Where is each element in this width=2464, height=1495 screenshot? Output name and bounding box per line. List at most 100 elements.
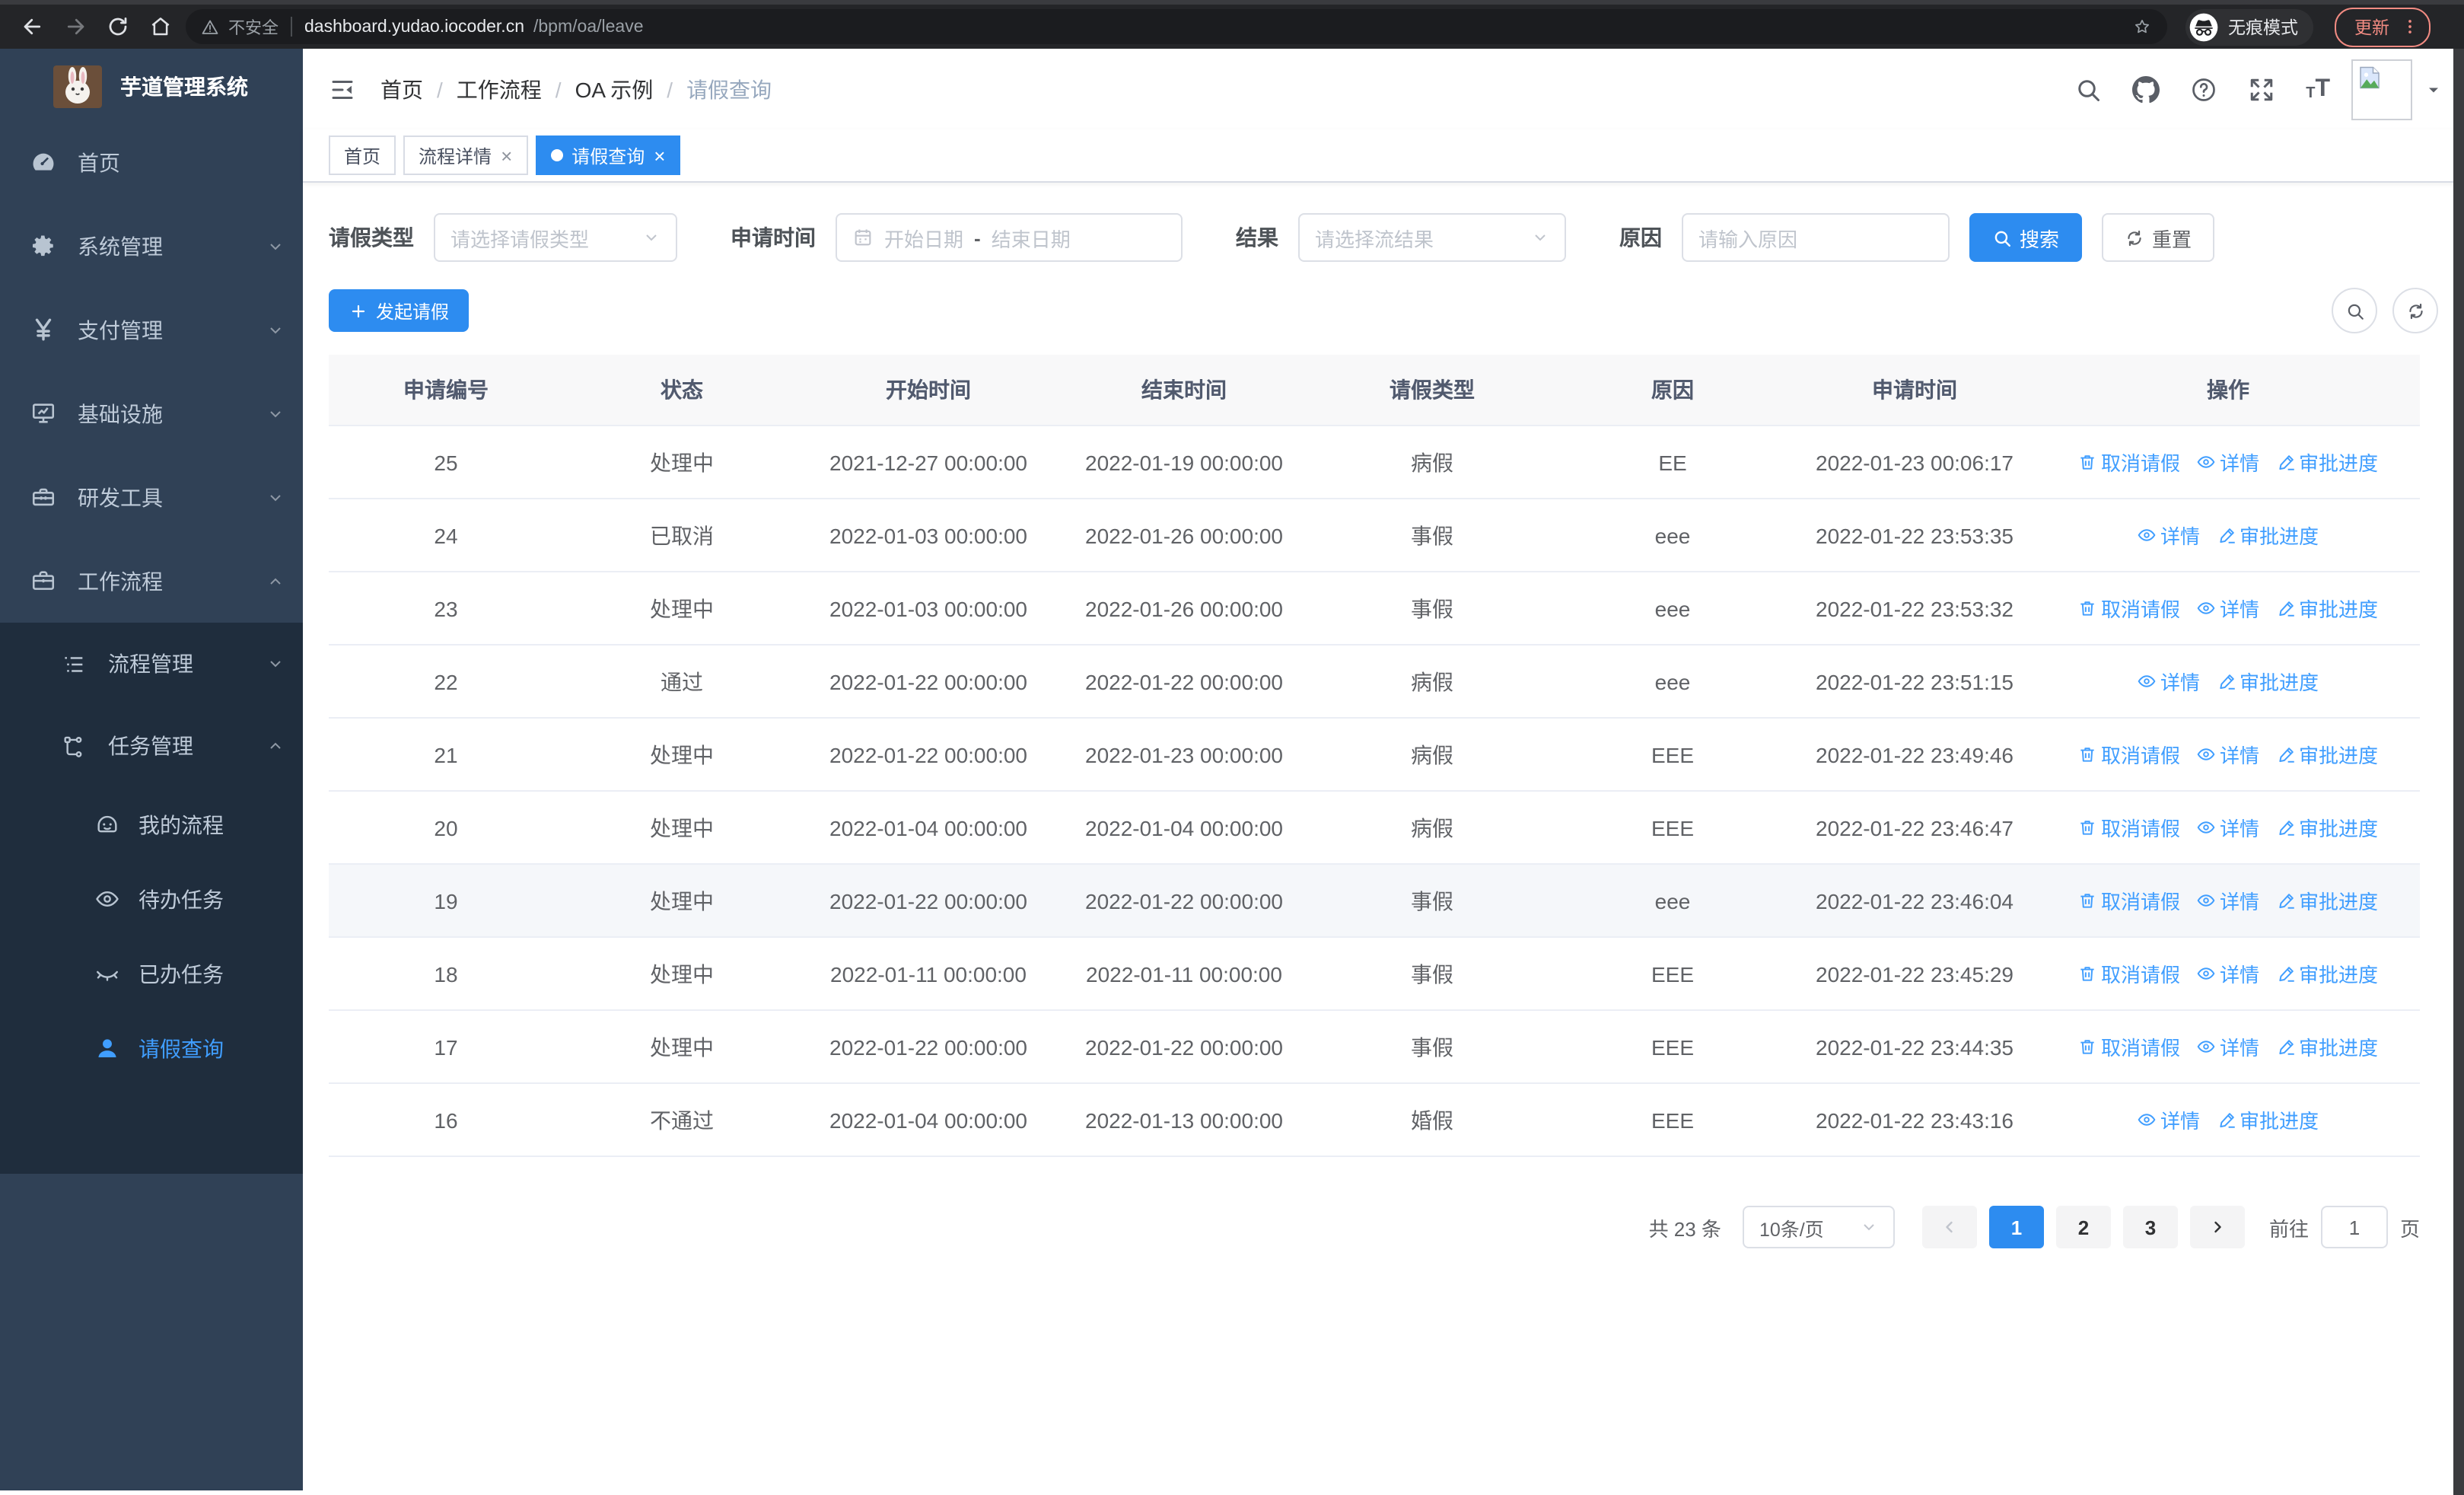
prev-page-button[interactable] (1921, 1206, 1977, 1248)
detail-link[interactable]: 详情 (2197, 886, 2259, 915)
page-size-select[interactable]: 10条/页 (1742, 1206, 1895, 1248)
next-page-button[interactable] (2189, 1206, 2245, 1248)
caret-down-icon[interactable] (2424, 80, 2443, 98)
table-search-toggle-button[interactable] (2332, 288, 2377, 333)
back-icon[interactable] (15, 10, 49, 43)
table-refresh-button[interactable] (2392, 288, 2438, 333)
cancel-leave-link[interactable]: 取消请假 (2078, 448, 2180, 477)
update-button[interactable]: 更新 (2335, 7, 2431, 46)
detail-link[interactable]: 详情 (2197, 1032, 2259, 1061)
detail-link[interactable]: 详情 (2138, 521, 2200, 550)
reset-button[interactable]: 重置 (2102, 213, 2215, 262)
browser-menu-icon[interactable] (2400, 17, 2420, 37)
sidebar-item-my-process[interactable]: 我的流程 (0, 787, 303, 862)
result-select[interactable]: 请选择流结果 (1298, 213, 1566, 262)
approval-progress-link[interactable]: 审批进度 (2276, 886, 2378, 915)
page-button-3[interactable]: 3 (2122, 1206, 2178, 1248)
detail-eye-icon (2197, 744, 2217, 764)
breadcrumb-item[interactable]: OA 示例 (575, 77, 654, 101)
update-label: 更新 (2354, 19, 2389, 37)
approval-progress-link[interactable]: 审批进度 (2217, 521, 2319, 550)
create-leave-button[interactable]: 发起请假 (329, 289, 470, 332)
detail-link[interactable]: 详情 (2197, 959, 2259, 988)
breadcrumb-item[interactable]: 首页 (380, 77, 423, 101)
cell-id: 17 (329, 1010, 563, 1084)
breadcrumb-item[interactable]: 工作流程 (456, 77, 542, 101)
approval-progress-link[interactable]: 审批进度 (2276, 959, 2378, 988)
cancel-leave-link[interactable]: 取消请假 (2078, 740, 2180, 769)
approval-progress-link[interactable]: 审批进度 (2276, 594, 2378, 623)
approval-progress-link[interactable]: 审批进度 (2276, 813, 2378, 842)
leave-type-select[interactable]: 请选择请假类型 (434, 213, 677, 262)
monitor-icon (30, 400, 56, 426)
sidebar-item-leave-query[interactable]: 请假查询 (0, 1011, 303, 1085)
cancel-leave-link[interactable]: 取消请假 (2078, 1032, 2180, 1061)
forward-icon[interactable] (58, 10, 91, 43)
sidebar-item-task-mgmt[interactable]: 任务管理 (0, 705, 303, 787)
sidebar-item-workflow[interactable]: 工作流程 (0, 539, 303, 623)
approval-progress-link[interactable]: 审批进度 (2217, 1105, 2319, 1134)
sidebar-item-label: 流程管理 (108, 652, 193, 676)
approval-progress-link[interactable]: 审批进度 (2276, 1032, 2378, 1061)
sidebar-item-system[interactable]: 系统管理 (0, 204, 303, 288)
cancel-leave-link[interactable]: 取消请假 (2078, 813, 2180, 842)
detail-link[interactable]: 详情 (2197, 594, 2259, 623)
tab-home[interactable]: 首页 (329, 135, 396, 175)
detail-link[interactable]: 详情 (2197, 448, 2259, 477)
reload-icon[interactable] (100, 10, 134, 43)
sidebar-item-infra[interactable]: 基础设施 (0, 371, 303, 455)
bookmark-star-icon[interactable] (2132, 17, 2152, 37)
page-button-2[interactable]: 2 (2055, 1206, 2111, 1248)
approval-progress-link[interactable]: 审批进度 (2276, 448, 2378, 477)
reason-input[interactable]: 请输入原因 (1682, 213, 1950, 262)
sidebar-item-done-tasks[interactable]: 已办任务 (0, 936, 303, 1011)
address-bar[interactable]: 不安全 dashboard.yudao.iocoder.cn/bpm/oa/le… (186, 9, 2167, 44)
table-row: 22 通过 2022-01-22 00:00:00 2022-01-22 00:00:… (329, 645, 2420, 719)
cell-end: 2022-01-26 00:00:00 (1056, 572, 1312, 645)
tab-leave-query[interactable]: 请假查询 × (535, 135, 681, 175)
sidebar-item-todo-tasks[interactable]: 待办任务 (0, 862, 303, 936)
github-icon[interactable] (2132, 75, 2160, 103)
sidebar-item-payment[interactable]: 支付管理 (0, 288, 303, 371)
cancel-leave-link[interactable]: 取消请假 (2078, 959, 2180, 988)
goto-page-input[interactable] (2320, 1206, 2388, 1248)
approval-progress-link[interactable]: 审批进度 (2217, 667, 2319, 696)
sidebar-item-process-mgmt[interactable]: 流程管理 (0, 623, 303, 705)
cell-reason: eee (1552, 499, 1793, 572)
search-button[interactable]: 搜索 (1969, 213, 2083, 262)
close-icon[interactable]: × (501, 144, 513, 167)
page-button-1[interactable]: 1 (1988, 1206, 2044, 1248)
search-icon[interactable] (2074, 75, 2102, 103)
avatar[interactable] (2351, 59, 2412, 120)
home-icon[interactable] (143, 10, 177, 43)
detail-link[interactable]: 详情 (2197, 740, 2259, 769)
table-row: 17 处理中 2022-01-22 00:00:00 2022-01-22 00:00… (329, 1010, 2420, 1084)
column-header: 开始时间 (801, 355, 1056, 426)
cell-end: 2022-01-13 00:00:00 (1056, 1083, 1312, 1157)
detail-link[interactable]: 详情 (2197, 813, 2259, 842)
detail-link[interactable]: 详情 (2138, 1105, 2200, 1134)
help-icon[interactable] (2190, 75, 2217, 103)
sidebar-item-home[interactable]: 首页 (0, 120, 303, 204)
close-icon[interactable]: × (654, 144, 666, 167)
cancel-leave-link[interactable]: 取消请假 (2078, 886, 2180, 915)
cell-applied: 2022-01-22 23:44:35 (1793, 1010, 2036, 1084)
cancel-leave-link[interactable]: 取消请假 (2078, 594, 2180, 623)
page-scrollbar[interactable] (2453, 49, 2464, 1495)
cell-id: 19 (329, 864, 563, 938)
column-header: 操作 (2036, 355, 2420, 426)
fullscreen-icon[interactable] (2248, 75, 2275, 103)
date-range-picker[interactable]: 开始日期 - 结束日期 (836, 213, 1183, 262)
incognito-icon (2189, 11, 2219, 42)
approval-progress-link[interactable]: 审批进度 (2276, 740, 2378, 769)
detail-link[interactable]: 详情 (2138, 667, 2200, 696)
sidebar-item-devtools[interactable]: 研发工具 (0, 455, 303, 539)
chevron-down-icon (642, 228, 661, 247)
cell-applied: 2022-01-22 23:49:46 (1793, 718, 2036, 792)
tab-process-detail[interactable]: 流程详情 × (403, 135, 528, 175)
sidebar-fold-icon[interactable] (329, 75, 356, 103)
cell-end: 2022-01-04 00:00:00 (1056, 791, 1312, 865)
table-row: 25 处理中 2021-12-27 00:00:00 2022-01-19 00:00… (329, 426, 2420, 499)
